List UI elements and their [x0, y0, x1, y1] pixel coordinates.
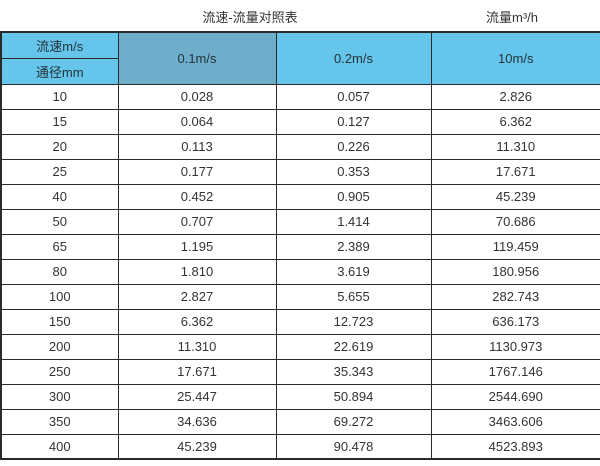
header-row-diameter: 通径mm — [0, 57, 600, 85]
cell-flow-10: 282.743 — [430, 283, 600, 310]
cell-flow-0-2: 12.723 — [275, 308, 432, 335]
cell-flow-0-2: 0.905 — [275, 183, 432, 210]
cell-flow-10: 1767.146 — [430, 358, 600, 385]
header-velocity-label: 流速m/s — [0, 31, 119, 59]
cell-flow-10: 45.239 — [430, 183, 600, 210]
cell-flow-0-2: 0.127 — [275, 108, 432, 135]
cell-flow-10: 1130.973 — [430, 333, 600, 360]
header-col-0-1ms: 0.1m/s — [117, 31, 277, 85]
table-row: 15 0.064 0.127 6.362 — [0, 108, 600, 135]
cell-flow-0-2: 35.343 — [275, 358, 432, 385]
cell-diameter: 400 — [0, 433, 119, 460]
cell-flow-10: 2.826 — [430, 83, 600, 110]
cell-flow-0-1: 6.362 — [117, 308, 277, 335]
cell-flow-0-2: 5.655 — [275, 283, 432, 310]
cell-flow-0-2: 0.353 — [275, 158, 432, 185]
cell-flow-10: 70.686 — [430, 208, 600, 235]
cell-flow-10: 180.956 — [430, 258, 600, 285]
cell-flow-10: 4523.893 — [430, 433, 600, 460]
cell-diameter: 80 — [0, 258, 119, 285]
cell-flow-0-2: 69.272 — [275, 408, 432, 435]
cell-flow-0-2: 22.619 — [275, 333, 432, 360]
cell-flow-10: 3463.606 — [430, 408, 600, 435]
table-row: 300 25.447 50.894 2544.690 — [0, 383, 600, 410]
cell-flow-0-1: 1.810 — [117, 258, 277, 285]
table-row: 250 17.671 35.343 1767.146 — [0, 358, 600, 385]
cell-diameter: 65 — [0, 233, 119, 260]
table-row: 100 2.827 5.655 282.743 — [0, 283, 600, 310]
header-col-10ms: 10m/s — [430, 31, 600, 85]
cell-flow-0-1: 0.064 — [117, 108, 277, 135]
cell-flow-0-1: 45.239 — [117, 433, 277, 460]
cell-diameter: 200 — [0, 333, 119, 360]
cell-flow-0-1: 25.447 — [117, 383, 277, 410]
table-row: 20 0.113 0.226 11.310 — [0, 133, 600, 160]
cell-flow-0-2: 2.389 — [275, 233, 432, 260]
table-row: 350 34.636 69.272 3463.606 — [0, 408, 600, 435]
cell-flow-10: 2544.690 — [430, 383, 600, 410]
cell-diameter: 50 — [0, 208, 119, 235]
cell-flow-0-2: 90.478 — [275, 433, 432, 460]
cell-diameter: 40 — [0, 183, 119, 210]
cell-diameter: 100 — [0, 283, 119, 310]
cell-diameter: 300 — [0, 383, 119, 410]
cell-diameter: 150 — [0, 308, 119, 335]
header-diameter-label: 通径mm — [0, 57, 119, 85]
cell-diameter: 10 — [0, 83, 119, 110]
cell-flow-0-2: 1.414 — [275, 208, 432, 235]
header-col-0-2ms: 0.2m/s — [275, 31, 432, 85]
table-row: 200 11.310 22.619 1130.973 — [0, 333, 600, 360]
cell-flow-0-1: 17.671 — [117, 358, 277, 385]
flow-unit-label: 流量m³/h — [485, 10, 539, 25]
header-row-velocity: 流速m/s 0.1m/s 0.2m/s 10m/s — [0, 31, 600, 85]
table-row: 400 45.239 90.478 4523.893 — [0, 433, 600, 460]
table-header: 流速m/s 0.1m/s 0.2m/s 10m/s 通径mm — [0, 31, 600, 85]
cell-flow-0-2: 0.057 — [275, 83, 432, 110]
table-row: 25 0.177 0.353 17.671 — [0, 158, 600, 185]
cell-flow-10: 119.459 — [430, 233, 600, 260]
cell-flow-0-2: 3.619 — [275, 258, 432, 285]
cell-flow-0-1: 0.452 — [117, 183, 277, 210]
cell-flow-0-1: 0.113 — [117, 133, 277, 160]
page-title: 流速-流量对照表 — [202, 10, 298, 25]
cell-flow-10: 6.362 — [430, 108, 600, 135]
cell-flow-0-1: 0.707 — [117, 208, 277, 235]
cell-flow-0-1: 0.028 — [117, 83, 277, 110]
cell-flow-0-2: 50.894 — [275, 383, 432, 410]
cell-flow-10: 11.310 — [430, 133, 600, 160]
title-bar: 流速-流量对照表 流量m³/h — [0, 0, 600, 31]
cell-flow-0-1: 2.827 — [117, 283, 277, 310]
cell-diameter: 25 — [0, 158, 119, 185]
table-row: 10 0.028 0.057 2.826 — [0, 83, 600, 110]
table-row: 80 1.810 3.619 180.956 — [0, 258, 600, 285]
table-row: 65 1.195 2.389 119.459 — [0, 233, 600, 260]
cell-flow-0-1: 11.310 — [117, 333, 277, 360]
cell-flow-10: 636.173 — [430, 308, 600, 335]
cell-flow-0-2: 0.226 — [275, 133, 432, 160]
table-row: 40 0.452 0.905 45.239 — [0, 183, 600, 210]
flow-rate-table: 流速m/s 0.1m/s 0.2m/s 10m/s 通径mm 10 0.028 … — [0, 31, 600, 460]
cell-diameter: 350 — [0, 408, 119, 435]
table-body: 10 0.028 0.057 2.826 15 0.064 0.127 6.36… — [0, 83, 600, 460]
cell-diameter: 15 — [0, 108, 119, 135]
cell-flow-0-1: 1.195 — [117, 233, 277, 260]
cell-flow-0-1: 34.636 — [117, 408, 277, 435]
cell-flow-10: 17.671 — [430, 158, 600, 185]
table-row: 150 6.362 12.723 636.173 — [0, 308, 600, 335]
cell-flow-0-1: 0.177 — [117, 158, 277, 185]
cell-diameter: 250 — [0, 358, 119, 385]
cell-diameter: 20 — [0, 133, 119, 160]
table-row: 50 0.707 1.414 70.686 — [0, 208, 600, 235]
